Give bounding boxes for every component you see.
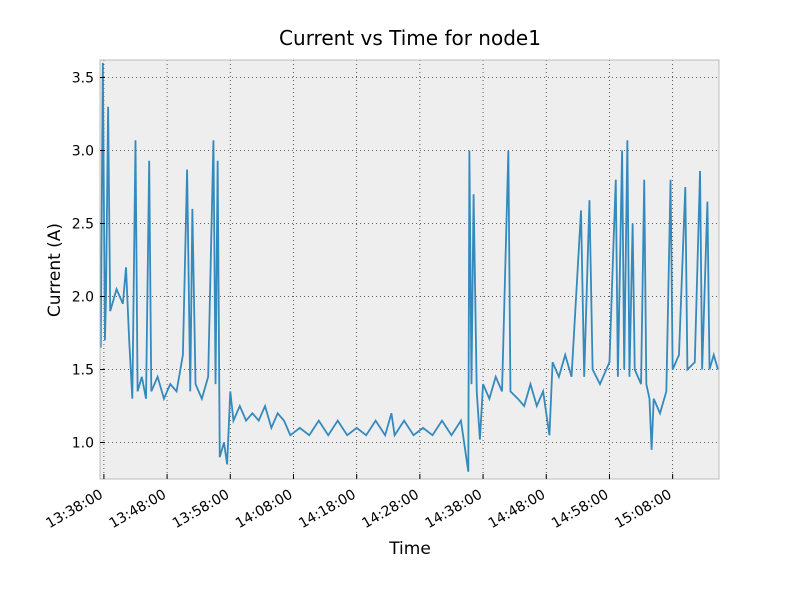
y-axis-label: Current (A) — [45, 223, 65, 317]
x-tick-label: 14:58:00 — [549, 487, 611, 532]
x-tick-label: 14:48:00 — [486, 487, 548, 532]
y-tick-label: 2.5 — [72, 217, 94, 233]
y-tick-label: 1.0 — [72, 436, 94, 452]
plot — [99, 62, 719, 472]
x-tick-label: 13:58:00 — [170, 487, 232, 532]
data-line — [99, 62, 719, 472]
x-tick-label: 14:08:00 — [233, 487, 295, 532]
x-tick-label: 14:28:00 — [359, 487, 421, 532]
x-tick-label: 15:08:00 — [612, 487, 674, 532]
chart-title: Current vs Time for node1 — [279, 26, 541, 50]
x-tick-label: 13:38:00 — [43, 487, 105, 532]
y-tick-label: 3.0 — [72, 144, 94, 160]
x-axis-label: Time — [388, 539, 431, 559]
x-tick-label: 13:48:00 — [107, 487, 169, 532]
x-tick-label: 14:18:00 — [296, 487, 358, 532]
y-tick-label: 1.5 — [72, 363, 94, 379]
plot-border — [99, 59, 720, 480]
plot-area — [100, 60, 719, 479]
x-tick-label: 14:38:00 — [423, 487, 485, 532]
y-tick-label: 2.0 — [72, 290, 94, 306]
y-tick-label: 3.5 — [72, 71, 94, 87]
